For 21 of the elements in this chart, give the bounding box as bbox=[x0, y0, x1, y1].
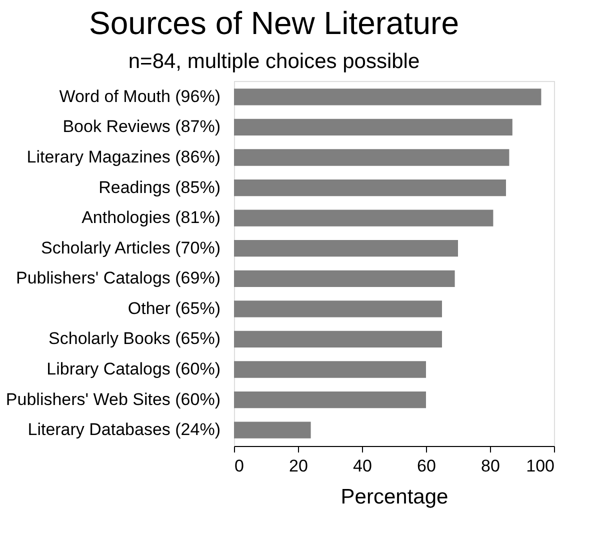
x-tick-label: 40 bbox=[353, 456, 372, 476]
y-tick-label: Anthologies (81%) bbox=[82, 208, 220, 228]
y-tick-label: Publishers' Web Sites (60%) bbox=[6, 390, 220, 409]
y-tick-label: Library Catalogs (60%) bbox=[46, 360, 220, 379]
x-axis-title: Percentage bbox=[340, 486, 448, 508]
x-tick-label: 80 bbox=[481, 456, 500, 476]
y-tick-label: Scholarly Books (65%) bbox=[48, 329, 220, 348]
x-tick-label: 60 bbox=[417, 456, 436, 476]
y-tick-label: Book Reviews (87%) bbox=[62, 117, 220, 136]
y-tick-label: Scholarly Articles (70%) bbox=[40, 238, 220, 258]
y-tick-label: Literary Magazines (86%) bbox=[26, 147, 220, 166]
chart-subtitle: n=84, multiple choices possible bbox=[128, 50, 420, 73]
y-tick-label: Literary Databases (24%) bbox=[28, 420, 220, 440]
chart-title: Sources of New Literature bbox=[89, 5, 459, 41]
x-tick-label: 20 bbox=[289, 456, 308, 476]
x-tick-label: 0 bbox=[234, 456, 244, 476]
x-tick-label: 100 bbox=[526, 456, 554, 476]
y-tick-label: Other (65%) bbox=[128, 298, 220, 318]
y-tick-label: Word of Mouth (96%) bbox=[59, 86, 220, 106]
y-tick-label: Publishers' Catalogs (69%) bbox=[16, 268, 220, 288]
y-tick-label: Readings (85%) bbox=[98, 178, 220, 197]
